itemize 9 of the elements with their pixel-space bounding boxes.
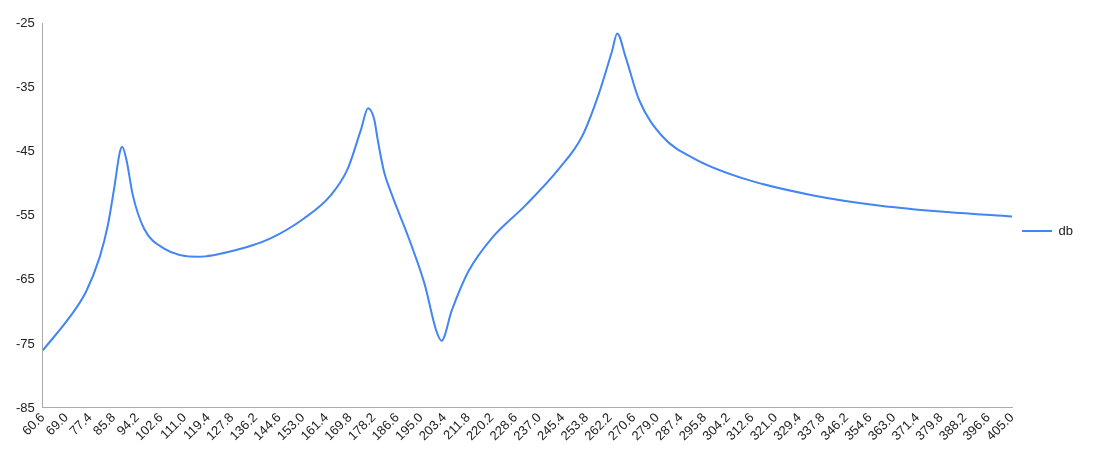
y-tick-label: -35 [15, 79, 35, 95]
y-tick-label: -65 [15, 271, 35, 287]
y-tick-label: -75 [15, 335, 35, 351]
y-tick-label: -55 [15, 207, 35, 223]
y-tick-label: -85 [15, 399, 35, 415]
line-series [42, 32, 1013, 352]
legend-label: db [1058, 222, 1074, 238]
y-tick-label: -45 [15, 143, 35, 159]
y-tick-label: -25 [15, 15, 35, 31]
